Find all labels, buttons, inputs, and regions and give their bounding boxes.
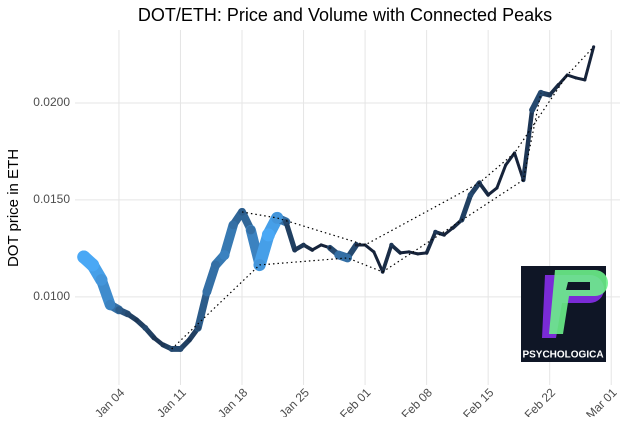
- y-axis-label: DOT price in ETH: [5, 149, 22, 267]
- x-tick-label: Feb 08: [399, 385, 436, 417]
- y-tick-label: 0.0100: [33, 289, 70, 303]
- point: [195, 325, 201, 331]
- logo: PSYCHOLOGICA: [521, 266, 608, 362]
- line-segment: [504, 151, 517, 167]
- y-tick-label: 0.0200: [33, 95, 70, 109]
- line-segment: [372, 250, 385, 274]
- point: [354, 243, 358, 247]
- point: [407, 250, 411, 254]
- point: [389, 242, 394, 248]
- point: [556, 83, 560, 87]
- point: [246, 225, 256, 235]
- point: [187, 337, 192, 343]
- point: [372, 250, 376, 254]
- point: [334, 250, 344, 260]
- point: [95, 274, 108, 286]
- line-segment: [495, 163, 508, 190]
- x-tick-label: Jan 11: [154, 385, 189, 417]
- line-segment: [219, 220, 238, 260]
- point: [529, 106, 536, 113]
- x-tick-label: Jan 25: [277, 385, 313, 417]
- point: [261, 228, 275, 242]
- point: [433, 229, 438, 235]
- line-segment: [565, 73, 578, 80]
- line-segment: [363, 243, 376, 254]
- line-segment: [424, 230, 438, 255]
- point: [271, 212, 283, 224]
- x-tick-label: Feb 01: [337, 385, 374, 417]
- point: [177, 345, 184, 352]
- line-segment: [202, 260, 221, 297]
- line-segment: [380, 243, 394, 274]
- line-segment: [310, 243, 323, 252]
- line-segment: [442, 226, 455, 237]
- line-segment: [459, 192, 474, 223]
- point: [451, 226, 455, 230]
- point: [134, 317, 139, 323]
- point: [115, 306, 123, 314]
- point: [467, 191, 474, 198]
- point: [142, 325, 149, 331]
- line-segment: [283, 219, 298, 253]
- point: [504, 163, 508, 167]
- point: [105, 299, 116, 310]
- line-segment: [583, 45, 596, 82]
- x-tick-label: Mar 01: [583, 385, 620, 417]
- point: [574, 76, 578, 80]
- point: [583, 78, 587, 82]
- line-segment: [486, 186, 499, 197]
- logo-shape: [566, 282, 590, 290]
- chart-title: DOT/ETH: Price and Volume with Connected…: [138, 5, 552, 25]
- point: [301, 242, 306, 248]
- line-segment: [556, 73, 569, 87]
- point: [343, 253, 352, 263]
- grid: [75, 30, 620, 385]
- line-segment: [194, 288, 211, 332]
- point: [219, 249, 230, 261]
- point: [547, 92, 552, 98]
- plot: [77, 45, 596, 352]
- line-segment: [477, 181, 491, 197]
- line-segment: [529, 89, 544, 113]
- point: [328, 246, 332, 250]
- logo-shape: [549, 270, 608, 334]
- line-segment: [407, 250, 420, 256]
- point: [228, 220, 238, 230]
- point: [416, 252, 420, 256]
- x-tick-label: Jan 18: [215, 385, 251, 417]
- logo-text: PSYCHOLOGICA: [522, 350, 603, 361]
- x-tick-label: Feb 22: [522, 385, 559, 417]
- x-tick-label: Jan 04: [92, 385, 128, 417]
- point: [442, 233, 446, 237]
- point: [283, 218, 289, 225]
- point: [319, 243, 323, 247]
- point: [86, 258, 100, 272]
- point: [202, 287, 212, 297]
- point: [160, 342, 166, 348]
- point: [292, 247, 297, 253]
- point: [495, 186, 499, 190]
- point: [151, 335, 157, 341]
- point: [211, 260, 221, 270]
- point: [425, 251, 429, 255]
- point: [486, 193, 490, 197]
- peaks-line: [241, 46, 595, 246]
- x-tick-label: Feb 15: [460, 385, 497, 417]
- line-segment: [547, 83, 561, 97]
- line-segment: [521, 107, 535, 183]
- point: [310, 248, 314, 252]
- y-tick-label: 0.0150: [33, 192, 70, 206]
- point: [398, 251, 402, 255]
- point: [77, 250, 91, 264]
- troughs-line: [171, 92, 542, 350]
- point: [124, 311, 131, 317]
